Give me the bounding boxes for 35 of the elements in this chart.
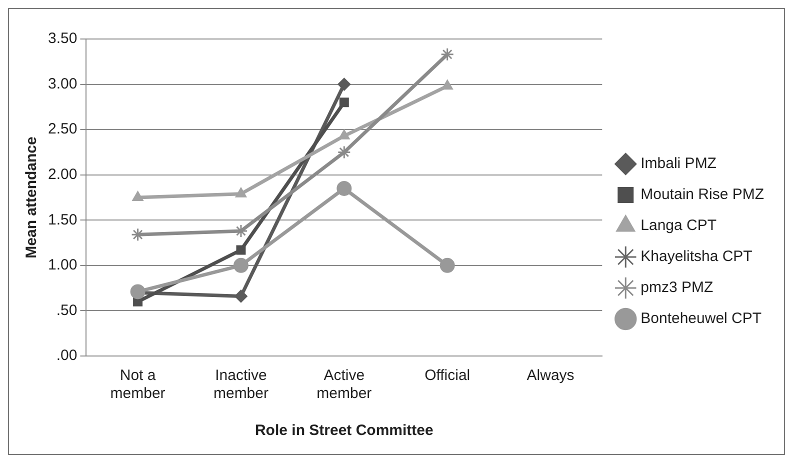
y-tick-label: .50 xyxy=(56,302,78,319)
point xyxy=(338,78,351,91)
x-tick-label: Active member xyxy=(316,367,372,402)
point xyxy=(234,224,248,238)
y-tick-label: 3.50 xyxy=(48,30,78,48)
point xyxy=(233,258,248,273)
legend-label: Langa CPT xyxy=(640,217,717,234)
point xyxy=(337,145,351,159)
point xyxy=(338,129,350,140)
y-tick-label: 2.50 xyxy=(48,120,78,138)
point xyxy=(336,180,352,196)
point xyxy=(236,245,246,255)
y-tick-label: 1.50 xyxy=(48,211,78,228)
point xyxy=(234,290,248,303)
point xyxy=(440,48,454,62)
point xyxy=(339,98,349,108)
legend-label: pmz3 PMZ xyxy=(640,279,714,296)
legend-label: Imbali PMZ xyxy=(640,155,716,172)
legend-label: Khayelitsha CPT xyxy=(640,248,752,266)
x-axis-title: Role in Street Committee xyxy=(254,422,434,440)
y-tick-label: .00 xyxy=(56,347,78,364)
point xyxy=(235,187,247,198)
point xyxy=(132,191,144,201)
x-tick-label: Not a member xyxy=(110,367,166,402)
y-tick-label: 3.00 xyxy=(48,75,78,92)
legend-label: Moutain Rise PMZ xyxy=(640,186,764,204)
point xyxy=(440,258,455,273)
legend-label: Bonteheuwel CPT xyxy=(640,310,762,328)
x-tick-label: Inactive member xyxy=(213,367,268,402)
x-tick-label: Always xyxy=(526,367,574,384)
x-tick-label: Official xyxy=(424,367,470,384)
y-tick-label: 2.00 xyxy=(48,166,78,183)
y-axis-title: Mean attendance xyxy=(23,136,40,258)
y-tick-label: 1.00 xyxy=(48,256,78,274)
point xyxy=(442,80,454,90)
